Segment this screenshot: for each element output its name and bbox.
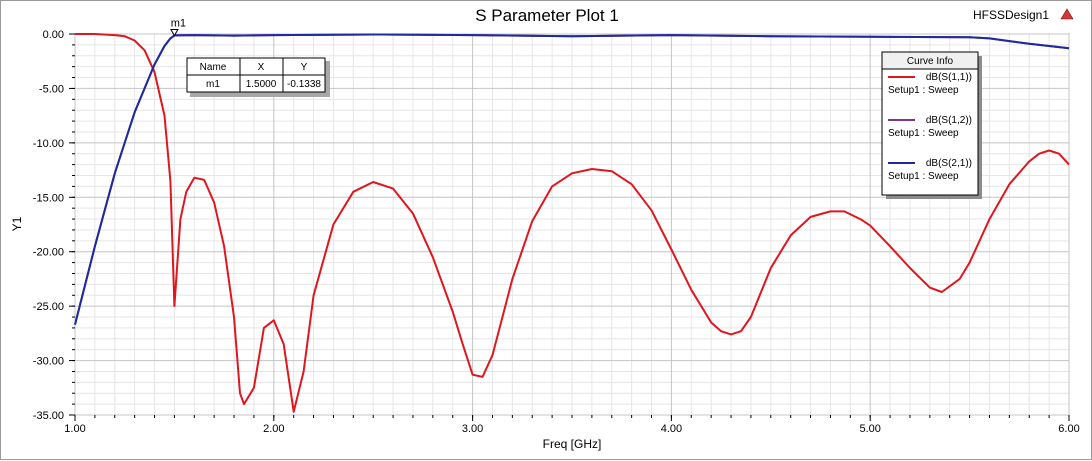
hfss-logo-icon <box>1060 8 1074 20</box>
x-tick-label: 2.00 <box>263 423 284 435</box>
y-tick-label: -15.00 <box>33 192 64 204</box>
y-tick-label: 0.00 <box>43 29 64 41</box>
y-tick-label: -20.00 <box>33 247 64 259</box>
legend-entry-setup: Setup1 : Sweep <box>888 85 959 96</box>
y-tick-label: -10.00 <box>33 138 64 150</box>
y-axis-label: Y1 <box>10 216 24 231</box>
x-tick-label: 3.00 <box>462 423 483 435</box>
y-tick-label: -5.00 <box>39 83 64 95</box>
marker-table-cell-y: -0.1338 <box>287 79 321 90</box>
marker-table-header-x: X <box>258 62 265 73</box>
curve-info-legend[interactable]: Curve Info dB(S(1,1)) Setup1 : Sweep dB(… <box>881 51 982 199</box>
y-tick-label: -25.00 <box>33 301 64 313</box>
legend-entry-setup: Setup1 : Sweep <box>888 171 959 182</box>
series-line-db-s-1-1[interactable] <box>75 33 1070 413</box>
marker-table-cell-x: 1.5000 <box>246 79 277 90</box>
legend-entry-name: dB(S(1,1)) <box>926 72 972 83</box>
y-tick-label: -30.00 <box>33 356 64 368</box>
legend-entry-name: dB(S(1,2)) <box>926 115 972 126</box>
legend-title: Curve Info <box>907 56 954 67</box>
marker-label: m1 <box>171 17 186 29</box>
marker-triangle-icon[interactable] <box>170 28 179 37</box>
design-name: HFSSDesign1 <box>973 8 1049 22</box>
x-axis-label: Freq [GHz] <box>543 437 602 451</box>
x-tick-label: 5.00 <box>859 423 880 435</box>
y-tick-label: -35.00 <box>33 410 64 422</box>
axis-ticks: 1.00 2.00 3.00 4.00 5.00 6.00 0.00 -5.00 -10.00 -… <box>33 29 1080 435</box>
marker-table-header-name: Name <box>200 62 227 73</box>
legend-entry-s12[interactable]: dB(S(1,2)) Setup1 : Sweep <box>888 115 972 139</box>
marker-m1[interactable]: m1 <box>170 17 186 37</box>
chart-title: S Parameter Plot 1 <box>475 6 619 25</box>
series-line-db-s-2-1[interactable] <box>74 33 1070 325</box>
legend-entry-s21[interactable]: dB(S(2,1)) Setup1 : Sweep <box>888 158 972 182</box>
legend-entry-s11[interactable]: dB(S(1,1)) Setup1 : Sweep <box>888 72 972 96</box>
x-tick-label: 4.00 <box>661 423 682 435</box>
series-lines <box>74 33 1070 413</box>
x-tick-label: 6.00 <box>1058 423 1079 435</box>
legend-entry-setup: Setup1 : Sweep <box>888 128 959 139</box>
marker-table[interactable]: Name X Y m1 1.5000 -0.1338 <box>186 57 330 97</box>
x-tick-label: 1.00 <box>64 423 85 435</box>
marker-table-header-y: Y <box>301 62 308 73</box>
marker-table-cell-name: m1 <box>206 79 220 90</box>
legend-entry-name: dB(S(2,1)) <box>926 158 972 169</box>
